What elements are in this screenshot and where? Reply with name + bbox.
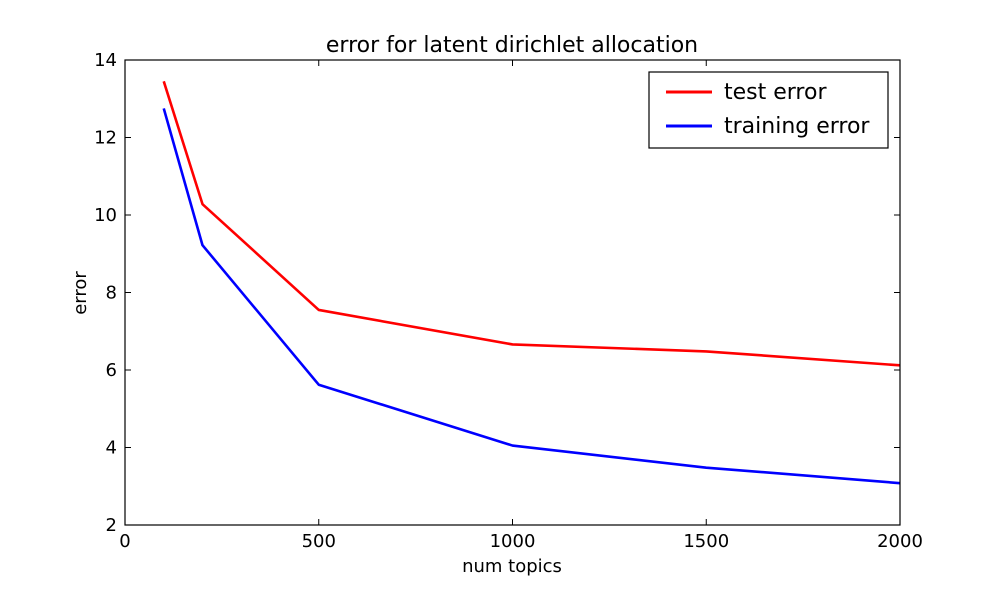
x-tick-label: 1000 [490,531,536,552]
y-tick-label: 10 [94,205,117,226]
chart-title: error for latent dirichlet allocation [326,33,698,58]
y-tick-label: 6 [106,360,117,381]
x-axis-label: num topics [462,556,562,577]
series-line-training-error [162,108,901,485]
y-tick-label: 4 [106,438,117,459]
x-tick-label: 1500 [683,531,729,552]
y-tick-label: 8 [106,283,117,304]
y-axis-label: error [70,271,91,315]
legend-box [648,71,889,149]
y-tick-label: 12 [94,128,117,149]
y-tick-label: 2 [106,515,117,536]
legend-label-training-error: training error [724,114,870,139]
series-line-test-error [162,80,901,367]
y-tick-label: 14 [94,50,117,71]
x-tick-label: 2000 [877,531,923,552]
legend: test error training error [648,71,889,149]
x-tick-label: 500 [302,531,336,552]
series-layer [162,80,901,485]
legend-label-test-error: test error [724,80,827,105]
ticks-layer: 0 500 1000 1500 2000 2 4 6 8 10 12 14 [94,50,923,552]
x-tick-label: 0 [119,531,130,552]
